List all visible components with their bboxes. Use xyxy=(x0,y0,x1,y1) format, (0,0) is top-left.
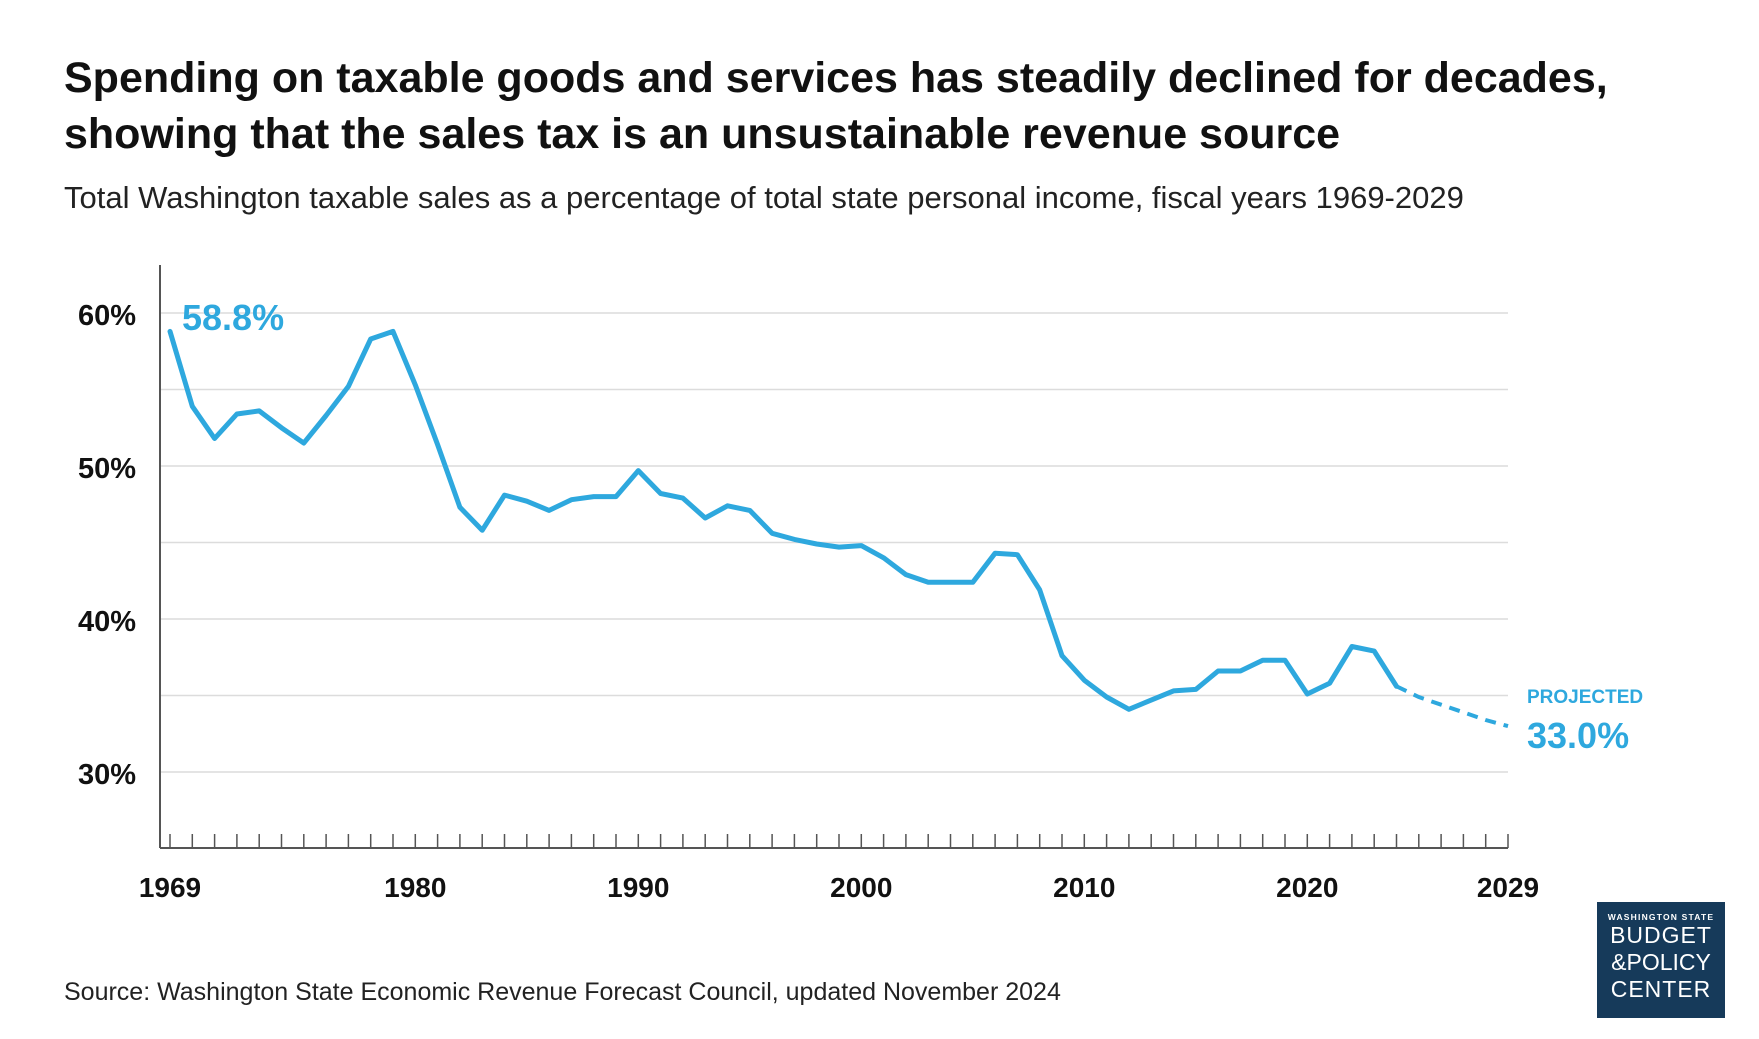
budget-policy-center-logo: WASHINGTON STATE BUDGET &POLICY CENTER xyxy=(1597,902,1725,1018)
actual-series-line xyxy=(167,328,1399,712)
logo-line-4: CENTER xyxy=(1610,976,1712,1002)
x-tick-labels: 1969 1980 1990 2000 2010 2020 2029 xyxy=(139,872,1539,903)
projected-series-line xyxy=(1395,684,1509,729)
x-tick-label: 2010 xyxy=(1053,872,1115,903)
logo-line-3: &POLICY xyxy=(1611,949,1711,975)
line-chart: 30% 40% 50% 60% 1969 1980 1990 2000 2010 2020 202… xyxy=(78,265,1643,903)
start-value-label: 58.8% xyxy=(182,297,284,338)
y-tick-labels: 30% 40% 50% 60% xyxy=(78,300,136,791)
x-tick-label: 2000 xyxy=(830,872,892,903)
y-tick-label: 50% xyxy=(78,453,136,485)
y-tick-label: 40% xyxy=(78,606,136,638)
x-tick-label: 1980 xyxy=(384,872,446,903)
source-note: Source: Washington State Economic Revenu… xyxy=(64,978,1061,1006)
annotations: 58.8% PROJECTED 33.0% xyxy=(182,297,1643,756)
end-value-label: 33.0% xyxy=(1527,715,1629,756)
x-tick-label: 1990 xyxy=(607,872,669,903)
logo-line-2: BUDGET xyxy=(1610,922,1712,948)
series xyxy=(167,328,1509,729)
gridlines xyxy=(160,312,1508,773)
chart-title: Spending on taxable goods and services h… xyxy=(64,54,1608,158)
y-tick-label: 60% xyxy=(78,300,136,332)
x-tick-label: 1969 xyxy=(139,872,201,903)
logo-line-1: WASHINGTON STATE xyxy=(1607,912,1715,922)
projected-label: PROJECTED xyxy=(1527,687,1643,708)
axes xyxy=(159,265,1509,849)
x-tick-label: 2029 xyxy=(1477,872,1539,903)
chart-subtitle: Total Washington taxable sales as a perc… xyxy=(64,180,1464,215)
y-tick-label: 30% xyxy=(78,759,136,791)
x-tick-label: 2020 xyxy=(1276,872,1338,903)
